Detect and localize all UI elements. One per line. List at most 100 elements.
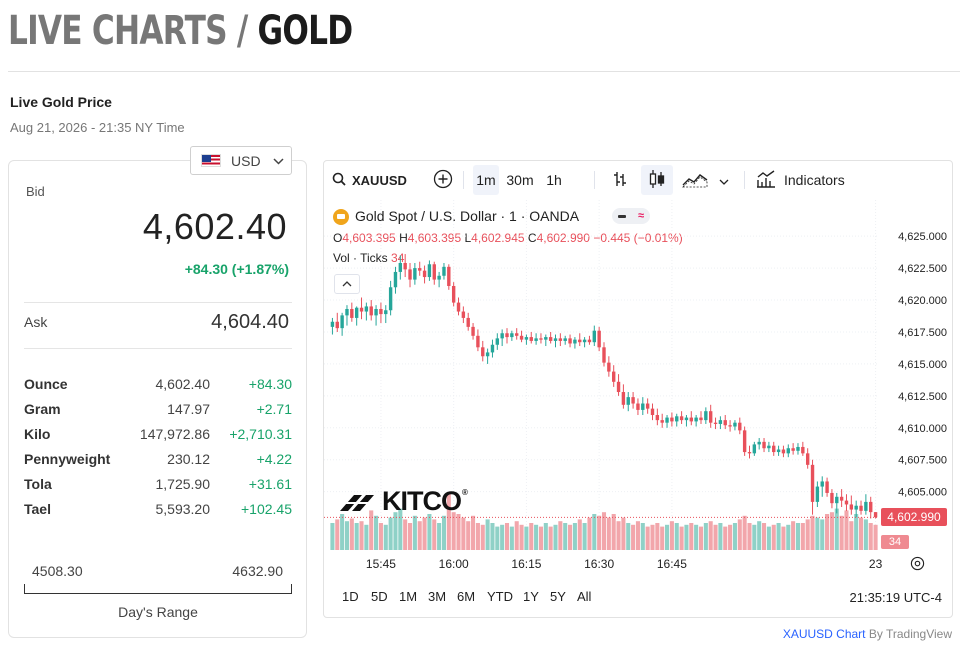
- volume-bar: [335, 519, 340, 550]
- high-value: 4,603.395: [407, 231, 462, 245]
- range-1m-button[interactable]: 1M: [399, 589, 418, 604]
- x-tick-label: 23: [869, 557, 883, 571]
- volume-bar: [752, 524, 757, 550]
- candle-body: [379, 308, 383, 315]
- range-3m-button[interactable]: 3M: [428, 589, 447, 604]
- volume-bar: [698, 526, 704, 550]
- days-range-bar: [24, 584, 292, 594]
- unit-row: Tola 1,725.90 +31.61: [24, 476, 292, 501]
- chart-settings-icon[interactable]: [910, 556, 925, 571]
- candle-body: [844, 500, 849, 505]
- volume-bar: [834, 508, 839, 550]
- unit-name: Kilo: [24, 426, 51, 442]
- candle-body: [762, 441, 766, 449]
- volume-bar: [805, 519, 810, 550]
- range-6m-button[interactable]: 6M: [457, 589, 476, 604]
- range-ytd-button[interactable]: YTD: [487, 589, 513, 604]
- unit-value: 4,602.40: [155, 376, 211, 392]
- volume-bar: [407, 523, 413, 550]
- candle-body: [854, 505, 858, 510]
- candle-body: [767, 445, 771, 449]
- symbol-chart-link[interactable]: XAUUSD Chart: [782, 627, 866, 641]
- volume-bar: [713, 524, 718, 550]
- chart-clock[interactable]: 21:35:19 UTC-4: [849, 590, 943, 605]
- volume-bar: [456, 514, 461, 550]
- candle-body: [612, 371, 616, 382]
- volume-bar: [820, 519, 825, 550]
- chart-legend-title: Gold Spot / U.S. Dollar · 1 · OANDA: [355, 208, 580, 224]
- bar-chart-type-button[interactable]: [608, 165, 632, 195]
- candle-body: [369, 306, 373, 316]
- interval-label: 1h: [546, 172, 562, 188]
- range-1y-button[interactable]: 1Y: [523, 589, 539, 604]
- volume-bar: [597, 515, 602, 550]
- candle-body: [747, 452, 752, 454]
- last-price-tag: 4,602.990: [881, 508, 947, 526]
- unit-value: 147,972.86: [139, 426, 210, 442]
- indicators-button[interactable]: Indicators: [756, 165, 852, 195]
- days-range-high: 4632.90: [232, 563, 283, 579]
- range-5d-button[interactable]: 5D: [371, 589, 388, 604]
- candle-body: [553, 338, 558, 341]
- candle-body: [704, 411, 708, 421]
- candle-body: [757, 441, 761, 445]
- candle-body: [869, 501, 873, 513]
- plus-circle-icon: [433, 169, 453, 192]
- symbol-search-button[interactable]: XAUUSD: [332, 165, 412, 195]
- us-flag-icon: [201, 154, 221, 167]
- candle-body: [524, 337, 529, 340]
- candle-body: [422, 270, 427, 278]
- candle-body: [350, 308, 354, 318]
- unit-value: 147.97: [167, 401, 210, 417]
- range-all-button[interactable]: All: [577, 589, 592, 604]
- interval-30m[interactable]: 30m: [504, 165, 536, 195]
- volume-bar: [766, 526, 771, 550]
- range-1d-button[interactable]: 1D: [342, 589, 359, 604]
- unit-value: 230.12: [167, 451, 210, 467]
- candle-body: [529, 337, 533, 341]
- candle-body: [670, 417, 674, 422]
- volume-bar: [500, 524, 505, 550]
- candle-body: [548, 337, 553, 341]
- interval-1h[interactable]: 1h: [541, 165, 567, 195]
- days-range-low: 4508.30: [32, 563, 83, 579]
- candle-body: [447, 266, 451, 286]
- unit-change: +2,710.31: [229, 426, 292, 442]
- candle-body: [641, 403, 645, 410]
- interval-1m[interactable]: 1m: [473, 165, 499, 195]
- currency-label: USD: [231, 152, 261, 169]
- compare-symbol-button[interactable]: [430, 165, 456, 195]
- tradingview-attribution: XAUUSD Chart By TradingView: [783, 627, 952, 641]
- kitco-watermark: KITCO ®: [338, 486, 468, 517]
- volume-bar: [441, 515, 447, 550]
- collapse-legend-button[interactable]: [334, 274, 360, 294]
- currency-select[interactable]: USD: [190, 146, 292, 175]
- chart-type-dropdown[interactable]: [716, 165, 732, 195]
- candle-body: [873, 512, 878, 518]
- candle-body: [859, 505, 863, 511]
- candle-body: [578, 339, 582, 343]
- volume-bar: [437, 523, 442, 550]
- candle-body: [437, 275, 441, 280]
- volume-bar: [446, 494, 451, 550]
- volume-bar: [403, 519, 408, 550]
- range-5y-button[interactable]: 5Y: [550, 589, 566, 604]
- close-label: C: [527, 231, 537, 245]
- y-tick-label: 4,620.000: [898, 295, 947, 307]
- candle-chart-type-button[interactable]: [641, 165, 673, 195]
- volume-bar: [374, 515, 379, 550]
- area-chart-type-button[interactable]: [681, 165, 709, 195]
- price-chart[interactable]: 4,625.000 4,622.500 4,620.000 4,617.500 4,61…: [324, 200, 952, 580]
- candle-body: [689, 417, 693, 422]
- volume-bar: [854, 514, 859, 550]
- unit-change: +84.30: [248, 376, 292, 392]
- bid-value: 4,602.40: [142, 206, 287, 247]
- unit-row: Ounce 4,602.40 +84.30: [24, 376, 292, 401]
- candle-body: [510, 333, 514, 338]
- candle-body: [592, 330, 596, 343]
- candle-body: [384, 310, 388, 315]
- volume-bar: [863, 519, 868, 550]
- candle-body: [849, 504, 854, 510]
- unit-name: Tael: [24, 501, 51, 517]
- candle-body: [607, 362, 611, 372]
